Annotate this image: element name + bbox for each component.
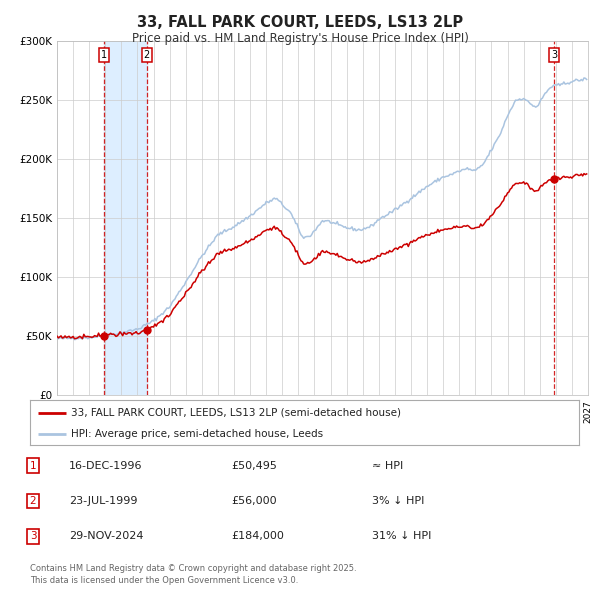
Text: HPI: Average price, semi-detached house, Leeds: HPI: Average price, semi-detached house,… [71, 429, 323, 439]
Text: 33, FALL PARK COURT, LEEDS, LS13 2LP (semi-detached house): 33, FALL PARK COURT, LEEDS, LS13 2LP (se… [71, 408, 401, 418]
Text: 3% ↓ HPI: 3% ↓ HPI [372, 496, 424, 506]
Text: 29-NOV-2024: 29-NOV-2024 [69, 532, 143, 541]
Text: £184,000: £184,000 [231, 532, 284, 541]
Text: 31% ↓ HPI: 31% ↓ HPI [372, 532, 431, 541]
Bar [104, 41, 147, 395]
Text: Contains HM Land Registry data © Crown copyright and database right 2025.
This d: Contains HM Land Registry data © Crown c… [30, 565, 356, 585]
Text: Price paid vs. HM Land Registry's House Price Index (HPI): Price paid vs. HM Land Registry's House … [131, 32, 469, 45]
Text: 2: 2 [29, 496, 37, 506]
Text: 1: 1 [29, 461, 37, 470]
Text: 3: 3 [551, 50, 557, 60]
Text: 16-DEC-1996: 16-DEC-1996 [69, 461, 143, 470]
Text: 2: 2 [144, 50, 150, 60]
Text: ≈ HPI: ≈ HPI [372, 461, 403, 470]
Text: 33, FALL PARK COURT, LEEDS, LS13 2LP: 33, FALL PARK COURT, LEEDS, LS13 2LP [137, 15, 463, 30]
Text: 3: 3 [29, 532, 37, 541]
Text: £56,000: £56,000 [231, 496, 277, 506]
Text: 1: 1 [101, 50, 107, 60]
Text: 23-JUL-1999: 23-JUL-1999 [69, 496, 137, 506]
Text: £50,495: £50,495 [231, 461, 277, 470]
